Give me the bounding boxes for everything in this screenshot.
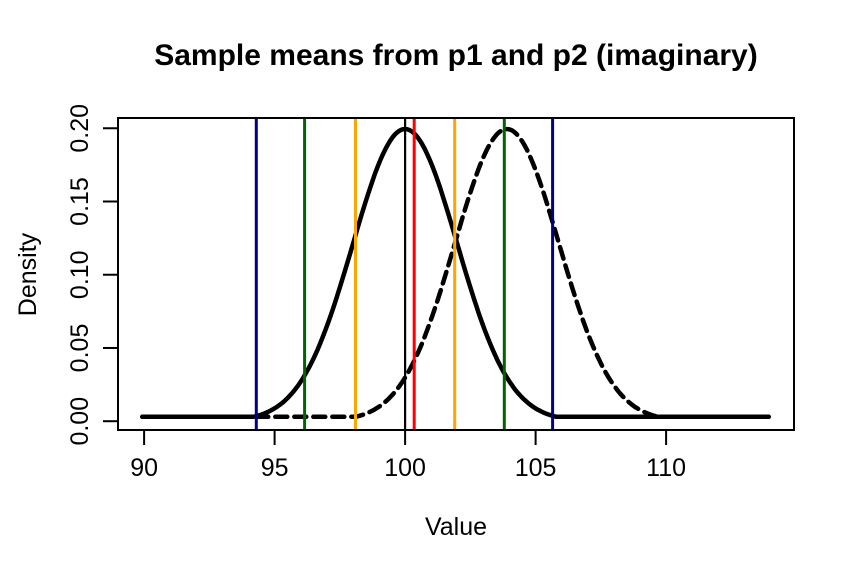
x-tick-label: 100 — [384, 454, 426, 482]
y-tick-label: 0.00 — [66, 397, 94, 446]
y-tick-label: 0.10 — [66, 250, 94, 299]
y-tick-label: 0.20 — [66, 104, 94, 153]
x-tick-label: 95 — [261, 454, 289, 482]
x-tick-label: 110 — [646, 454, 686, 482]
x-tick-label: 90 — [130, 454, 158, 482]
y-axis-label-box: Density — [6, 104, 52, 444]
y-tick-label: 0.15 — [66, 177, 94, 226]
plot-frame — [117, 117, 795, 431]
x-axis-label: Value — [424, 513, 488, 541]
y-axis-label: Density — [14, 232, 43, 316]
x-tick-label: 105 — [515, 454, 557, 482]
chart-title: Sample means from p1 and p2 (imaginary) — [154, 39, 758, 72]
y-tick-label: 0.05 — [66, 324, 94, 373]
